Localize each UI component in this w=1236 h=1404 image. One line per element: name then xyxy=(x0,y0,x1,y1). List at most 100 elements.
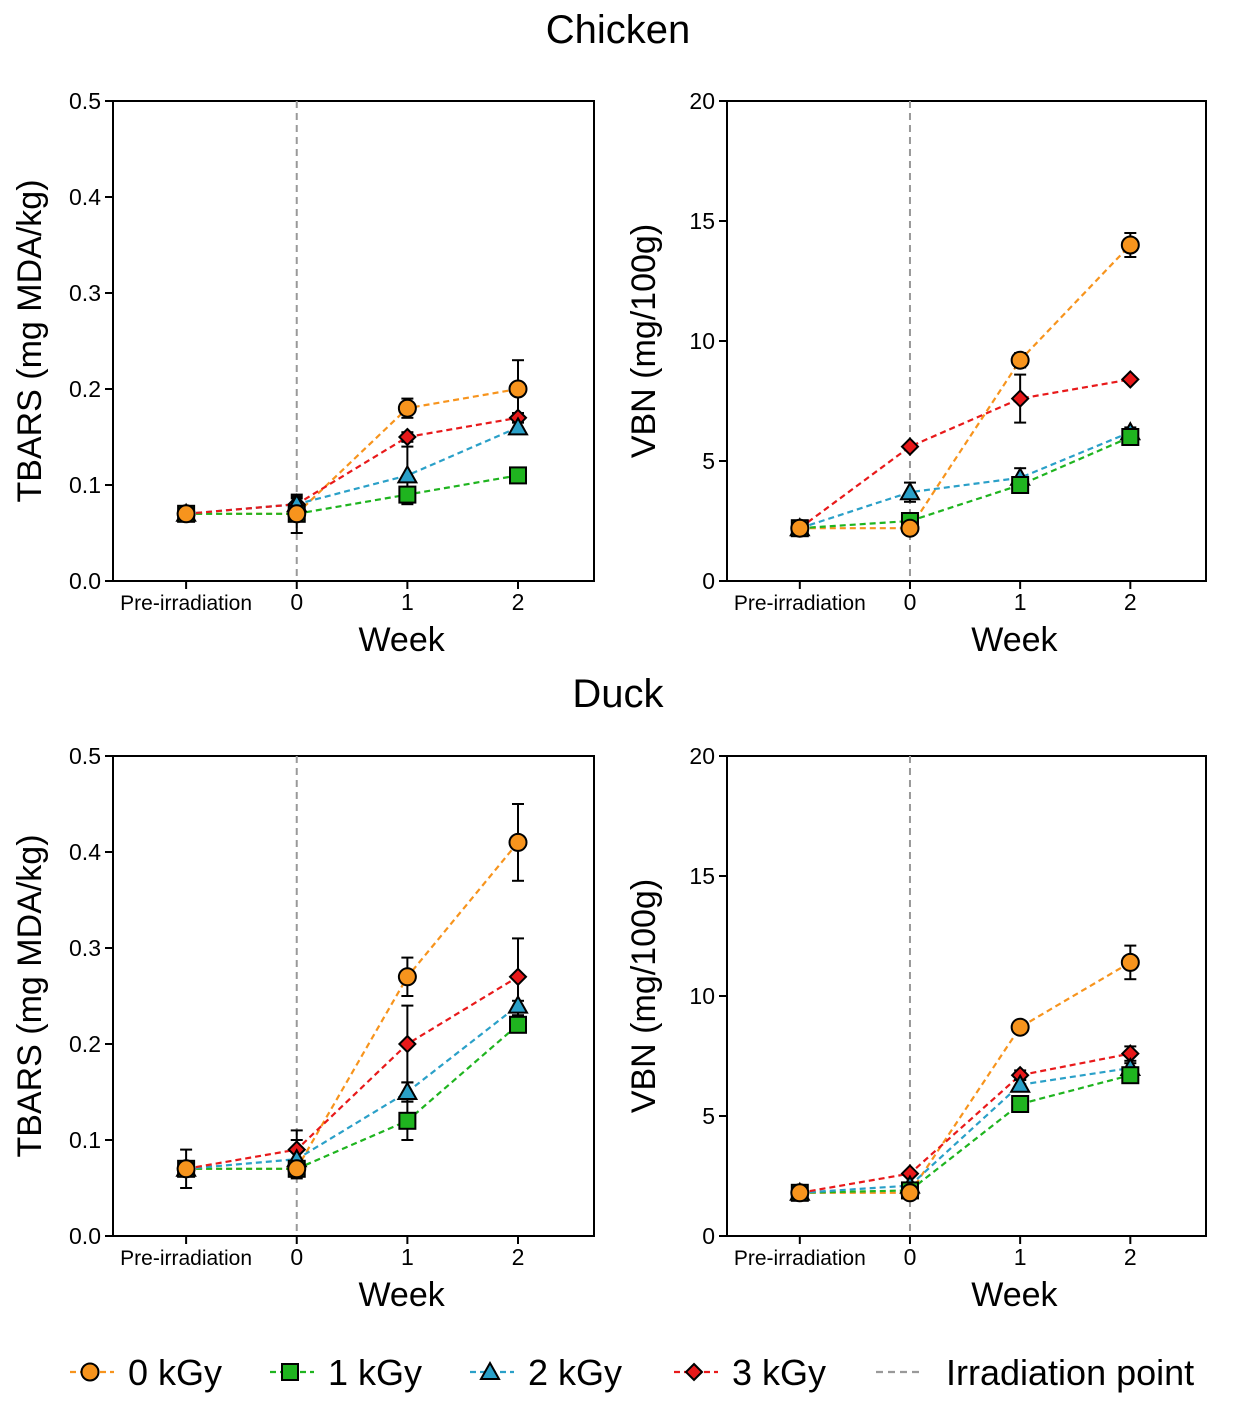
y-tick-label: 0.5 xyxy=(69,88,101,114)
chart-chicken-vbn: 0 5 10 15 20 Pre-irradiation 0 1 2 Week VBN (mg/10… xyxy=(625,88,1207,659)
series-line-3-kgy xyxy=(186,416,519,515)
legend-label: Irradiation point xyxy=(946,1352,1194,1393)
x-axis-label: Week xyxy=(971,621,1058,659)
series-line-0-kgy xyxy=(799,961,1131,1194)
legend-item-1-kgy: 1 kGy xyxy=(270,1352,422,1393)
chart-duck-vbn: 0 5 10 15 20 Pre-irradiation 0 1 2 Week VBN (mg/10… xyxy=(625,743,1207,1314)
data-point-3-kgy xyxy=(1120,369,1140,389)
data-point-0-kgy xyxy=(790,518,810,538)
y-axis-label: VBN (mg/100g) xyxy=(625,879,663,1113)
series-line-1-kgy xyxy=(186,1023,519,1170)
x-tick-label: 0 xyxy=(904,1244,917,1270)
data-point-1-kgy xyxy=(509,466,528,485)
series-line-2-kgy xyxy=(186,1004,519,1170)
y-tick-label: 0 xyxy=(702,568,715,594)
legend-item-3-kgy: 3 kGy xyxy=(674,1352,826,1393)
data-point-0-kgy xyxy=(508,832,528,852)
series-line-0-kgy xyxy=(186,387,519,515)
y-tick-label: 0.1 xyxy=(69,1127,101,1153)
chart-duck-tbars: 0.0 0.1 0.2 0.3 0.4 0.5 Pre-irradiation 0 1 2 Week… xyxy=(11,743,595,1314)
data-point-0-kgy xyxy=(790,1183,810,1203)
section-title-chicken: Chicken xyxy=(545,8,691,52)
y-tick-label: 5 xyxy=(702,1103,715,1129)
data-point-1-kgy xyxy=(1011,1095,1030,1113)
y-tick-label: 0.0 xyxy=(69,1223,101,1249)
y-tick-label: 0.4 xyxy=(69,839,101,865)
data-point-3-kgy xyxy=(508,967,528,987)
x-tick-label: 1 xyxy=(401,589,414,615)
x-tick-label: 1 xyxy=(1014,589,1027,615)
x-tick-label: 0 xyxy=(290,589,303,615)
plot-frame xyxy=(726,100,1207,582)
data-point-2-kgy xyxy=(899,481,921,501)
legend-label: 0 kGy xyxy=(128,1352,222,1393)
data-point-0-kgy xyxy=(1010,1017,1030,1037)
data-point-0-kgy xyxy=(1010,350,1030,370)
series-line-1-kgy xyxy=(186,474,519,515)
y-tick-label: 0.3 xyxy=(69,935,101,961)
x-tick-label: Pre-irradiation xyxy=(120,1247,252,1270)
y-tick-label: 0.2 xyxy=(69,1031,101,1057)
y-tick-label: 15 xyxy=(689,863,715,889)
data-point-0-kgy xyxy=(176,504,196,524)
plot-frame xyxy=(112,755,595,1237)
data-point-0-kgy xyxy=(397,967,417,987)
chart-chicken-tbars: 0.0 0.1 0.2 0.3 0.4 0.5 Pre-irradiation 0 1 2 Week… xyxy=(11,88,595,659)
x-axis-label: Week xyxy=(358,621,445,659)
data-point-0-kgy xyxy=(1120,952,1140,972)
legend-item-irradiation: Irradiation point xyxy=(876,1352,1194,1393)
data-point-1-kgy xyxy=(1121,428,1140,446)
data-point-0-kgy xyxy=(508,379,528,399)
data-point-2-kgy xyxy=(507,994,529,1014)
legend-marker xyxy=(684,1362,704,1382)
data-point-2-kgy xyxy=(507,416,529,436)
data-point-2-kgy xyxy=(1009,1073,1031,1093)
y-tick-label: 5 xyxy=(702,448,715,474)
legend-label: 3 kGy xyxy=(732,1352,826,1393)
series-line-1-kgy xyxy=(799,1074,1131,1194)
y-tick-label: 20 xyxy=(689,88,715,114)
y-axis-label: VBN (mg/100g) xyxy=(625,224,663,458)
data-point-0-kgy xyxy=(1120,235,1140,255)
section-title-duck: Duck xyxy=(572,672,664,716)
x-axis-label: Week xyxy=(358,1276,445,1314)
data-point-0-kgy xyxy=(287,1159,307,1179)
x-tick-label: Pre-irradiation xyxy=(734,592,866,615)
y-axis-label: TBARS (mg MDA/kg) xyxy=(11,834,49,1157)
series-line-2-kgy xyxy=(799,1066,1131,1194)
x-tick-label: 2 xyxy=(1124,589,1137,615)
y-tick-label: 15 xyxy=(689,208,715,234)
series-line-3-kgy xyxy=(799,378,1131,530)
data-point-3-kgy xyxy=(397,427,417,447)
legend-marker xyxy=(80,1362,100,1382)
x-tick-label: 1 xyxy=(1014,1244,1027,1270)
x-axis-label: Week xyxy=(971,1276,1058,1314)
x-tick-label: 1 xyxy=(401,1244,414,1270)
y-tick-label: 10 xyxy=(689,983,715,1009)
legend: 0 kGy 1 kGy 2 kGy 3 kGy Irradiation point xyxy=(70,1352,1194,1393)
y-tick-label: 0.0 xyxy=(69,568,101,594)
x-tick-label: Pre-irradiation xyxy=(734,1247,866,1270)
data-point-2-kgy xyxy=(396,1080,419,1100)
x-tick-label: 2 xyxy=(1124,1244,1137,1270)
x-tick-label: 2 xyxy=(512,589,525,615)
y-tick-label: 0 xyxy=(702,1223,715,1249)
series-line-0-kgy xyxy=(186,841,519,1170)
data-point-3-kgy xyxy=(1010,389,1030,409)
x-tick-label: 0 xyxy=(290,1244,303,1270)
data-point-0-kgy xyxy=(397,398,417,418)
data-point-1-kgy xyxy=(1121,1066,1140,1085)
x-tick-label: 2 xyxy=(512,1244,525,1270)
plot-frame xyxy=(112,100,595,582)
legend-marker xyxy=(281,1363,299,1381)
data-point-0-kgy xyxy=(176,1159,196,1179)
series-line-3-kgy xyxy=(799,1052,1131,1194)
data-point-3-kgy xyxy=(900,437,920,457)
y-axis-label: TBARS (mg MDA/kg) xyxy=(11,179,49,502)
data-point-1-kgy xyxy=(509,1015,528,1034)
series-line-2-kgy xyxy=(799,431,1131,530)
legend-item-0-kgy: 0 kGy xyxy=(70,1352,222,1393)
series-line-0-kgy xyxy=(799,244,1132,530)
x-tick-label: Pre-irradiation xyxy=(120,592,252,615)
